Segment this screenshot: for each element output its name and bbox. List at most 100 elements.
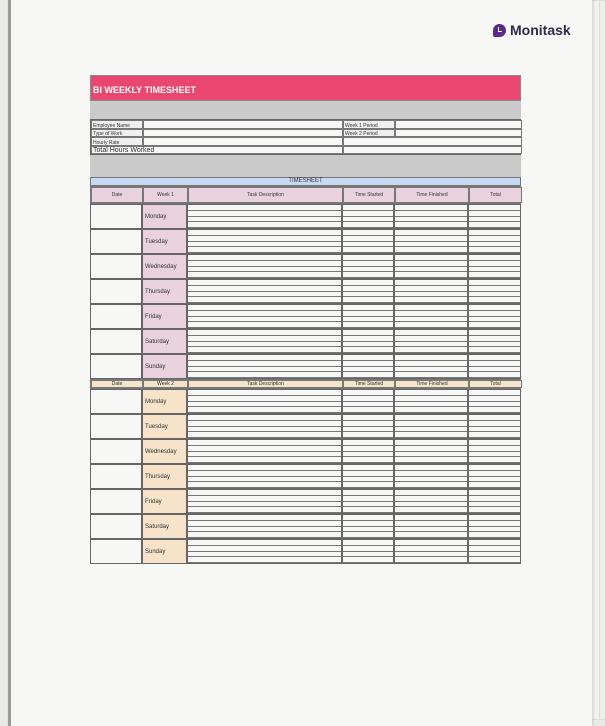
entry-line[interactable] bbox=[395, 372, 467, 378]
entry-line[interactable] bbox=[469, 230, 520, 236]
entry-line[interactable] bbox=[395, 330, 467, 336]
task-cell[interactable] bbox=[187, 329, 342, 354]
entry-line[interactable] bbox=[188, 396, 341, 402]
entry-line[interactable] bbox=[395, 311, 467, 317]
entry-line[interactable] bbox=[395, 477, 467, 483]
time-started-cell[interactable] bbox=[342, 464, 394, 489]
entry-line[interactable] bbox=[395, 236, 467, 242]
entry-line[interactable] bbox=[188, 222, 341, 228]
entry-line[interactable] bbox=[188, 305, 341, 311]
entry-line[interactable] bbox=[188, 490, 341, 496]
date-cell[interactable] bbox=[90, 414, 142, 439]
type-of-work-field[interactable] bbox=[143, 128, 343, 137]
entry-line[interactable] bbox=[343, 305, 393, 311]
entry-line[interactable] bbox=[343, 546, 393, 552]
entry-line[interactable] bbox=[469, 432, 520, 438]
entry-line[interactable] bbox=[343, 457, 393, 463]
entry-line[interactable] bbox=[188, 230, 341, 236]
date-cell[interactable] bbox=[90, 389, 142, 414]
entry-line[interactable] bbox=[469, 440, 520, 446]
entry-line[interactable] bbox=[395, 540, 467, 546]
employee-name-field[interactable] bbox=[143, 120, 343, 129]
entry-line[interactable] bbox=[188, 311, 341, 317]
entry-line[interactable] bbox=[469, 396, 520, 402]
task-cell[interactable] bbox=[187, 229, 342, 254]
entry-line[interactable] bbox=[343, 452, 393, 458]
time-finished-cell[interactable] bbox=[394, 329, 468, 354]
time-finished-cell[interactable] bbox=[394, 304, 468, 329]
time-finished-cell[interactable] bbox=[394, 489, 468, 514]
entry-line[interactable] bbox=[395, 322, 467, 328]
entry-line[interactable] bbox=[395, 546, 467, 552]
entry-line[interactable] bbox=[395, 407, 467, 413]
entry-line[interactable] bbox=[395, 297, 467, 303]
entry-line[interactable] bbox=[395, 446, 467, 452]
total-cell[interactable] bbox=[468, 539, 521, 564]
entry-line[interactable] bbox=[343, 261, 393, 267]
total-cell[interactable] bbox=[468, 254, 521, 279]
entry-line[interactable] bbox=[343, 286, 393, 292]
entry-line[interactable] bbox=[395, 292, 467, 298]
date-cell[interactable] bbox=[90, 304, 142, 329]
entry-line[interactable] bbox=[469, 205, 520, 211]
time-started-cell[interactable] bbox=[342, 489, 394, 514]
entry-line[interactable] bbox=[188, 465, 341, 471]
time-started-cell[interactable] bbox=[342, 514, 394, 539]
entry-line[interactable] bbox=[395, 222, 467, 228]
entry-line[interactable] bbox=[188, 342, 341, 348]
entry-line[interactable] bbox=[469, 446, 520, 452]
entry-line[interactable] bbox=[395, 342, 467, 348]
entry-line[interactable] bbox=[469, 390, 520, 396]
entry-line[interactable] bbox=[469, 255, 520, 261]
entry-line[interactable] bbox=[188, 532, 341, 538]
total-cell[interactable] bbox=[468, 329, 521, 354]
entry-line[interactable] bbox=[188, 267, 341, 273]
entry-line[interactable] bbox=[469, 222, 520, 228]
entry-line[interactable] bbox=[343, 390, 393, 396]
time-started-cell[interactable] bbox=[342, 229, 394, 254]
time-finished-cell[interactable] bbox=[394, 254, 468, 279]
entry-line[interactable] bbox=[188, 452, 341, 458]
entry-line[interactable] bbox=[395, 230, 467, 236]
entry-line[interactable] bbox=[188, 255, 341, 261]
entry-line[interactable] bbox=[469, 347, 520, 353]
entry-line[interactable] bbox=[343, 490, 393, 496]
entry-line[interactable] bbox=[343, 272, 393, 278]
entry-line[interactable] bbox=[188, 372, 341, 378]
entry-line[interactable] bbox=[343, 317, 393, 323]
entry-line[interactable] bbox=[395, 440, 467, 446]
task-cell[interactable] bbox=[187, 514, 342, 539]
total-cell[interactable] bbox=[468, 514, 521, 539]
entry-line[interactable] bbox=[469, 457, 520, 463]
entry-line[interactable] bbox=[395, 305, 467, 311]
entry-line[interactable] bbox=[188, 390, 341, 396]
entry-line[interactable] bbox=[343, 297, 393, 303]
entry-line[interactable] bbox=[395, 496, 467, 502]
entry-line[interactable] bbox=[395, 502, 467, 508]
date-cell[interactable] bbox=[90, 489, 142, 514]
entry-line[interactable] bbox=[343, 482, 393, 488]
entry-line[interactable] bbox=[469, 267, 520, 273]
entry-line[interactable] bbox=[469, 317, 520, 323]
entry-line[interactable] bbox=[343, 217, 393, 223]
time-started-cell[interactable] bbox=[342, 279, 394, 304]
entry-line[interactable] bbox=[469, 527, 520, 533]
entry-line[interactable] bbox=[395, 317, 467, 323]
date-cell[interactable] bbox=[90, 539, 142, 564]
entry-line[interactable] bbox=[343, 267, 393, 273]
total-cell[interactable] bbox=[468, 464, 521, 489]
total-cell[interactable] bbox=[468, 439, 521, 464]
entry-line[interactable] bbox=[188, 507, 341, 513]
task-cell[interactable] bbox=[187, 279, 342, 304]
entry-line[interactable] bbox=[343, 280, 393, 286]
total-cell[interactable] bbox=[468, 304, 521, 329]
entry-line[interactable] bbox=[395, 557, 467, 563]
date-cell[interactable] bbox=[90, 354, 142, 379]
entry-line[interactable] bbox=[188, 280, 341, 286]
entry-line[interactable] bbox=[343, 336, 393, 342]
entry-line[interactable] bbox=[395, 465, 467, 471]
entry-line[interactable] bbox=[343, 496, 393, 502]
time-started-cell[interactable] bbox=[342, 329, 394, 354]
entry-line[interactable] bbox=[343, 515, 393, 521]
entry-line[interactable] bbox=[343, 236, 393, 242]
